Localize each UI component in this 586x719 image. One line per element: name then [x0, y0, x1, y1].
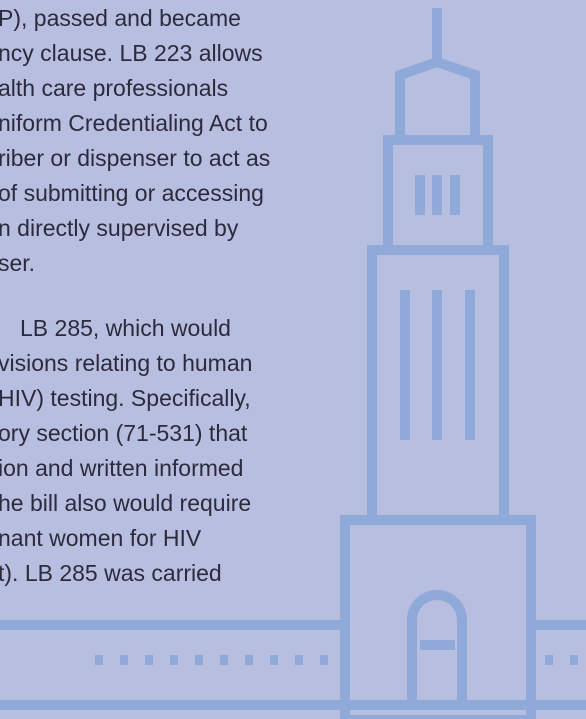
text-line: visions relating to human	[0, 350, 252, 376]
text-line: ion and written informed	[0, 455, 243, 481]
text-line: P), passed and became	[0, 5, 241, 31]
text-line: of submitting or accessing	[0, 180, 264, 206]
text-line: nant women for HIV	[0, 525, 202, 551]
text-line: riber or dispenser to act as	[0, 145, 270, 171]
text-line: n directly supervised by	[0, 215, 239, 241]
text-line: alth care professionals	[0, 75, 228, 101]
text-line: LB 285, which would	[20, 315, 231, 341]
text-line: HIV) testing. Specifically,	[0, 385, 251, 411]
text-line: he bill also would require	[0, 490, 251, 516]
text-line: ser.	[0, 250, 35, 276]
text-line: niform Credentialing Act to	[0, 110, 268, 136]
text-line: t). LB 285 was carried	[0, 560, 222, 586]
text-line: ory section (71-531) that	[0, 420, 248, 446]
text-line: ncy clause. LB 223 allows	[0, 40, 263, 66]
page: P), passed and became ncy clause. LB 223 …	[0, 0, 586, 719]
